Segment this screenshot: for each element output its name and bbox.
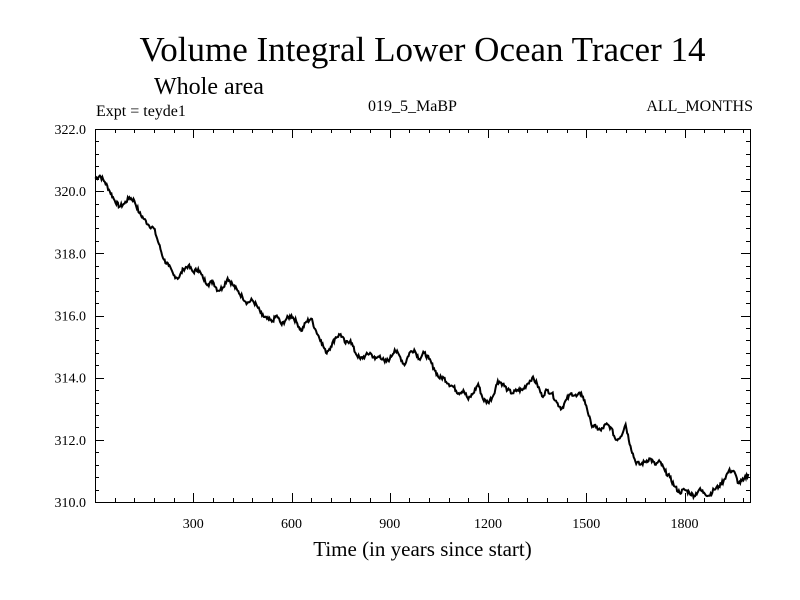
x-tick-labels: 300 600 900 1200 1500 1800	[183, 517, 699, 532]
y-tick-label: 322.0	[55, 123, 87, 138]
x-axis-label: Time (in years since start)	[313, 537, 532, 561]
y-tick-label: 310.0	[55, 496, 87, 511]
x-tick-label: 1800	[671, 517, 699, 532]
x-tick-label: 600	[281, 517, 302, 532]
y-tick-label: 318.0	[55, 247, 87, 262]
data-series-line	[94, 174, 750, 501]
experiment-label: Expt = teyde1	[96, 103, 186, 120]
y-tick-label: 314.0	[55, 372, 87, 387]
chart-subtitle: Whole area	[154, 74, 264, 100]
x-tick-label: 1200	[474, 517, 502, 532]
chart-title: Volume Integral Lower Ocean Tracer 14	[139, 30, 706, 69]
y-tick-label: 316.0	[55, 310, 87, 325]
x-tick-label: 900	[379, 517, 400, 532]
period-label: 019_5_MaBP	[368, 98, 457, 115]
plot-frame	[95, 129, 751, 503]
y-tick-labels: 310.0 312.0 314.0 316.0 318.0 320.0 322.0	[55, 123, 87, 511]
y-tick-label: 320.0	[55, 185, 87, 200]
x-tick-label: 1500	[572, 517, 600, 532]
y-tick-label: 312.0	[55, 434, 87, 449]
x-tick-label: 300	[183, 517, 204, 532]
axis-ticks	[95, 129, 750, 503]
months-label: ALL_MONTHS	[646, 98, 753, 115]
